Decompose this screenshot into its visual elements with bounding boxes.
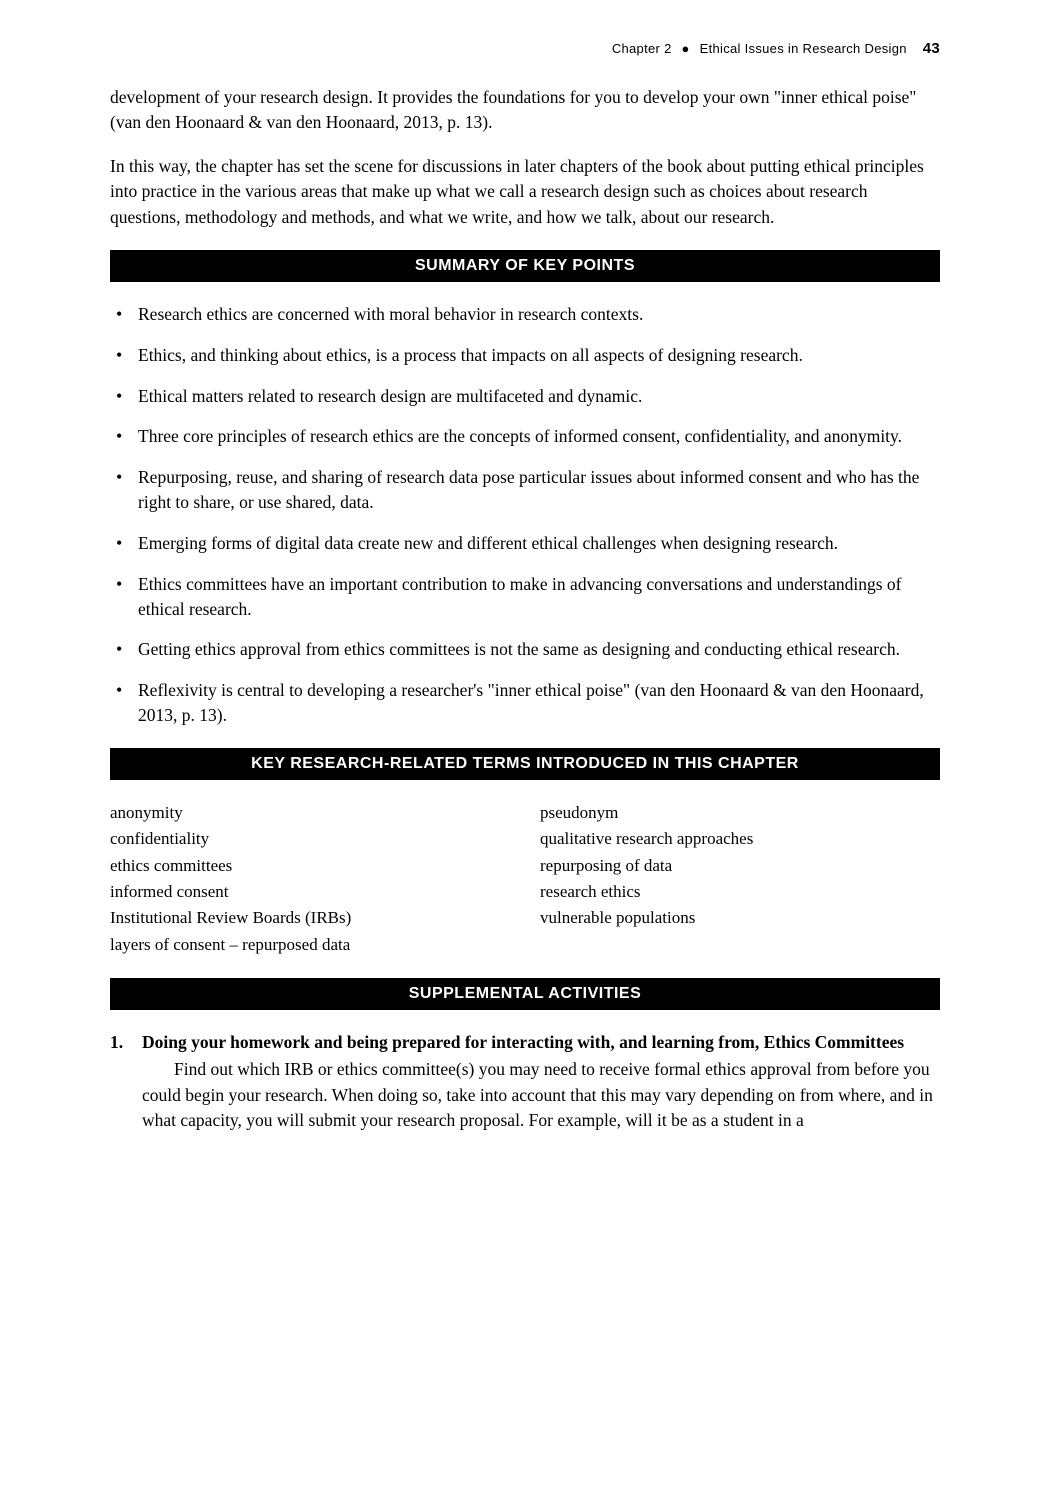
activities-list: Doing your homework and being prepared f… — [110, 1030, 940, 1134]
term-item: layers of consent – repurposed data — [110, 932, 510, 958]
activity-body: Find out which IRB or ethics committee(s… — [142, 1057, 940, 1133]
list-item: Three core principles of research ethics… — [110, 424, 940, 449]
running-header: Chapter 2 ● Ethical Issues in Research D… — [110, 40, 940, 57]
activity-title: Doing your homework and being prepared f… — [142, 1032, 904, 1052]
list-item: Getting ethics approval from ethics comm… — [110, 637, 940, 662]
list-item: Ethical matters related to research desi… — [110, 384, 940, 409]
term-item: vulnerable populations — [540, 905, 940, 931]
list-item: Repurposing, reuse, and sharing of resea… — [110, 465, 940, 515]
term-item: Institutional Review Boards (IRBs) — [110, 905, 510, 931]
terms-right-column: pseudonym qualitative research approache… — [540, 800, 940, 958]
terms-left-column: anonymity confidentiality ethics committ… — [110, 800, 510, 958]
terms-grid: anonymity confidentiality ethics committ… — [110, 800, 940, 958]
list-item: Research ethics are concerned with moral… — [110, 302, 940, 327]
term-item: anonymity — [110, 800, 510, 826]
intro-para-2: In this way, the chapter has set the sce… — [110, 154, 940, 230]
intro-para-1: development of your research design. It … — [110, 85, 940, 136]
summary-list: Research ethics are concerned with moral… — [110, 302, 940, 728]
summary-heading: SUMMARY OF KEY POINTS — [110, 250, 940, 282]
page-number: 43 — [923, 40, 940, 57]
term-item: ethics committees — [110, 853, 510, 879]
list-item: Ethics, and thinking about ethics, is a … — [110, 343, 940, 368]
list-item: Emerging forms of digital data create ne… — [110, 531, 940, 556]
term-item: repurposing of data — [540, 853, 940, 879]
chapter-label: Chapter 2 — [612, 41, 672, 56]
chapter-title: Ethical Issues in Research Design — [700, 41, 907, 56]
term-item: pseudonym — [540, 800, 940, 826]
list-item: Reflexivity is central to developing a r… — [110, 678, 940, 728]
term-item: research ethics — [540, 879, 940, 905]
term-item: informed consent — [110, 879, 510, 905]
header-bullet-icon: ● — [682, 41, 690, 56]
list-item: Ethics committees have an important cont… — [110, 572, 940, 622]
activity-item: Doing your homework and being prepared f… — [110, 1030, 940, 1134]
term-item: confidentiality — [110, 826, 510, 852]
term-item: qualitative research approaches — [540, 826, 940, 852]
supplemental-heading: SUPPLEMENTAL ACTIVITIES — [110, 978, 940, 1010]
terms-heading: KEY RESEARCH-RELATED TERMS INTRODUCED IN… — [110, 748, 940, 780]
